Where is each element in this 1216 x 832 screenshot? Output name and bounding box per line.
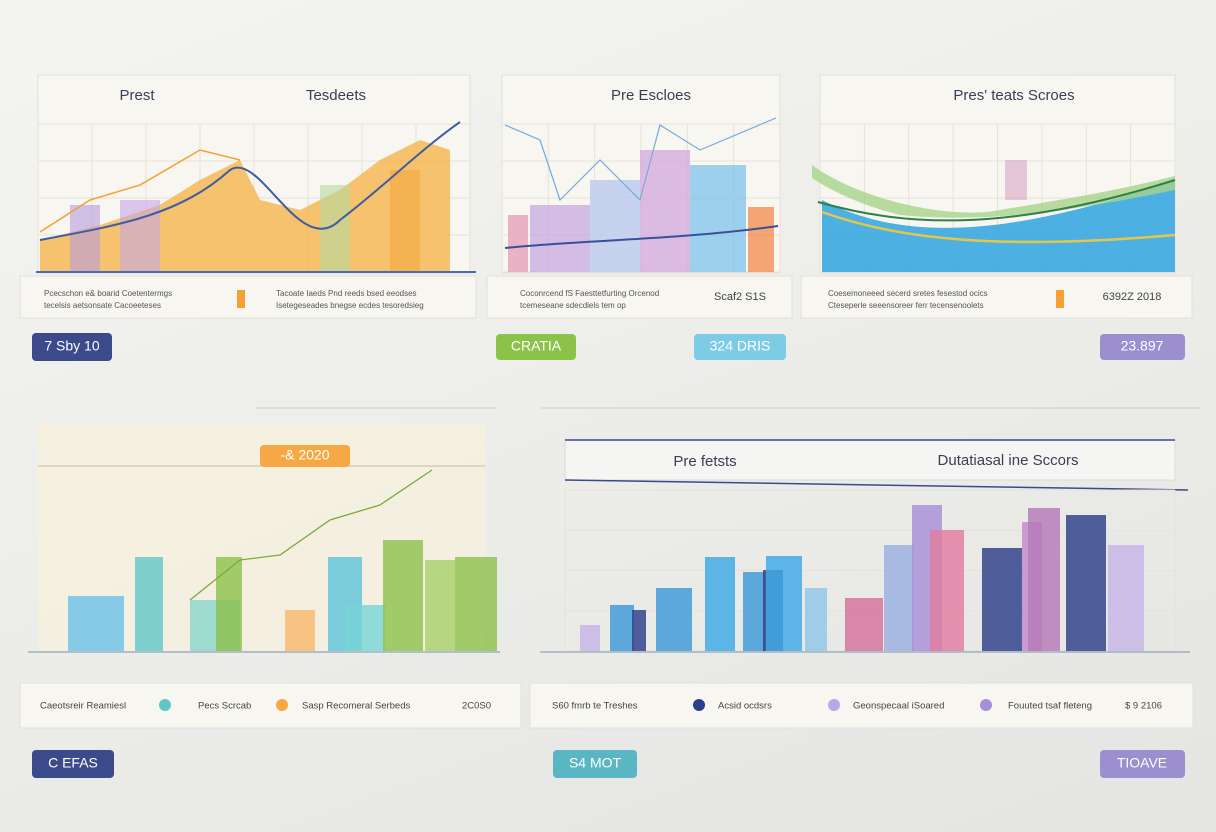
tag [260, 445, 350, 467]
bar [530, 205, 590, 272]
icon [1056, 290, 1064, 308]
bar [120, 200, 160, 272]
bar [632, 610, 646, 651]
legend-label: S60 fmrb te Treshes [552, 701, 638, 712]
badge [32, 333, 112, 361]
bar [656, 588, 692, 651]
header [564, 439, 1176, 481]
badge-label: CRATIA [511, 338, 562, 354]
badge-label: 324 DRIS [710, 338, 771, 354]
line [39, 149, 241, 233]
footer-text: Pcecschon e& boarid Coetentermgs [44, 289, 172, 298]
footer-text: tecelsis aetsonsate Cacoeeteses [44, 301, 161, 310]
badge-label: TIOAVE [1117, 755, 1167, 771]
bar [1005, 160, 1027, 200]
footer-value: 6392Z 2018 [1103, 291, 1162, 303]
badge [694, 334, 786, 360]
bar [805, 588, 827, 651]
line [821, 210, 1176, 244]
icon [237, 290, 245, 308]
badge [1100, 750, 1185, 778]
area [822, 180, 1175, 272]
legend-marker [159, 699, 171, 711]
footer-text: Isetegeseades bnegse ecdes tesoredsieg [276, 301, 424, 310]
badge [32, 750, 114, 778]
card [800, 275, 1193, 319]
footer-text: tcemeseane sdecdiels tem op [520, 301, 626, 310]
line [189, 469, 433, 601]
legend-label: Pecs Scrcab [198, 701, 251, 712]
panel-title: Pre Escloes [611, 87, 691, 104]
line [817, 179, 1176, 222]
badge-label: S4 MOT [569, 755, 622, 771]
legend-label: $ 9 2106 [1125, 701, 1162, 712]
bar [508, 215, 528, 272]
bar [455, 557, 497, 651]
bar [748, 207, 774, 272]
legend-label: Fouuted tsaf fleteng [1008, 701, 1092, 712]
footer-text: Coesemoneeed secerd sretes fesestod ocic… [828, 289, 988, 298]
bar [216, 557, 242, 651]
legend-label: Caeotsreir Reamiesl [40, 701, 126, 712]
rule [564, 479, 1189, 491]
bar [610, 605, 634, 651]
panel-title: Dutatiasal ine Sccors [938, 452, 1079, 469]
bar [383, 540, 423, 651]
legend-label: Sasp Recomeral Serbeds [302, 701, 410, 712]
tag-label: -& 2020 [280, 447, 329, 463]
legend-label: Acsid ocdsrs [718, 701, 772, 712]
legend-marker [693, 699, 705, 711]
panel-title: Prest [119, 87, 155, 104]
bar [345, 605, 385, 651]
bar [705, 557, 735, 651]
card [19, 682, 522, 729]
legend-marker [828, 699, 840, 711]
bar [590, 180, 640, 272]
footer-text: Tacoate Iaeds Pnd reeds bsed eeodses [276, 289, 417, 298]
legend-marker [276, 699, 288, 711]
badge [553, 750, 637, 778]
bar [70, 205, 100, 272]
bar [135, 557, 163, 651]
footer-text: Coconrcend fS Faesttetfurting Orcenod [520, 289, 659, 298]
bar [766, 556, 802, 651]
panel-title: Pre fetsts [673, 453, 736, 470]
panel-title: Tesdeets [306, 87, 366, 104]
bar [640, 150, 690, 272]
bar [743, 572, 765, 651]
footer-value: Scaf2 S1S [714, 291, 766, 303]
badge-label: 23.897 [1121, 338, 1164, 354]
badge-label: C EFAS [48, 755, 98, 771]
decoration [19, 74, 1200, 778]
card [486, 275, 793, 319]
bar [580, 625, 600, 651]
badge [496, 334, 576, 360]
legend-marker [980, 699, 992, 711]
bar [884, 545, 914, 651]
bar [690, 165, 746, 272]
bar [285, 610, 315, 651]
bar [930, 530, 964, 651]
legend-label: Geonspecaal iSoared [853, 701, 944, 712]
bar [1066, 515, 1106, 651]
bar [1108, 545, 1144, 651]
bar [425, 560, 455, 651]
line [504, 225, 779, 249]
bar [1028, 508, 1060, 651]
line [39, 121, 461, 241]
bar [390, 170, 420, 272]
panel-title: Pres' teats Scroes [953, 87, 1074, 104]
bar [68, 596, 124, 651]
badge-label: 7 Sby 10 [44, 338, 99, 354]
badge [1100, 334, 1185, 360]
labels: Prest Tesdeets Pcecschon e& boarid Coete… [40, 87, 1167, 771]
footer-text: Cteseperle seeensoreer ferr tecensenoole… [828, 301, 984, 310]
legend-label: 2C0S0 [462, 701, 491, 712]
bar [982, 548, 1022, 651]
bar [845, 598, 883, 651]
line [504, 117, 777, 202]
card [19, 275, 477, 319]
card [529, 682, 1194, 729]
